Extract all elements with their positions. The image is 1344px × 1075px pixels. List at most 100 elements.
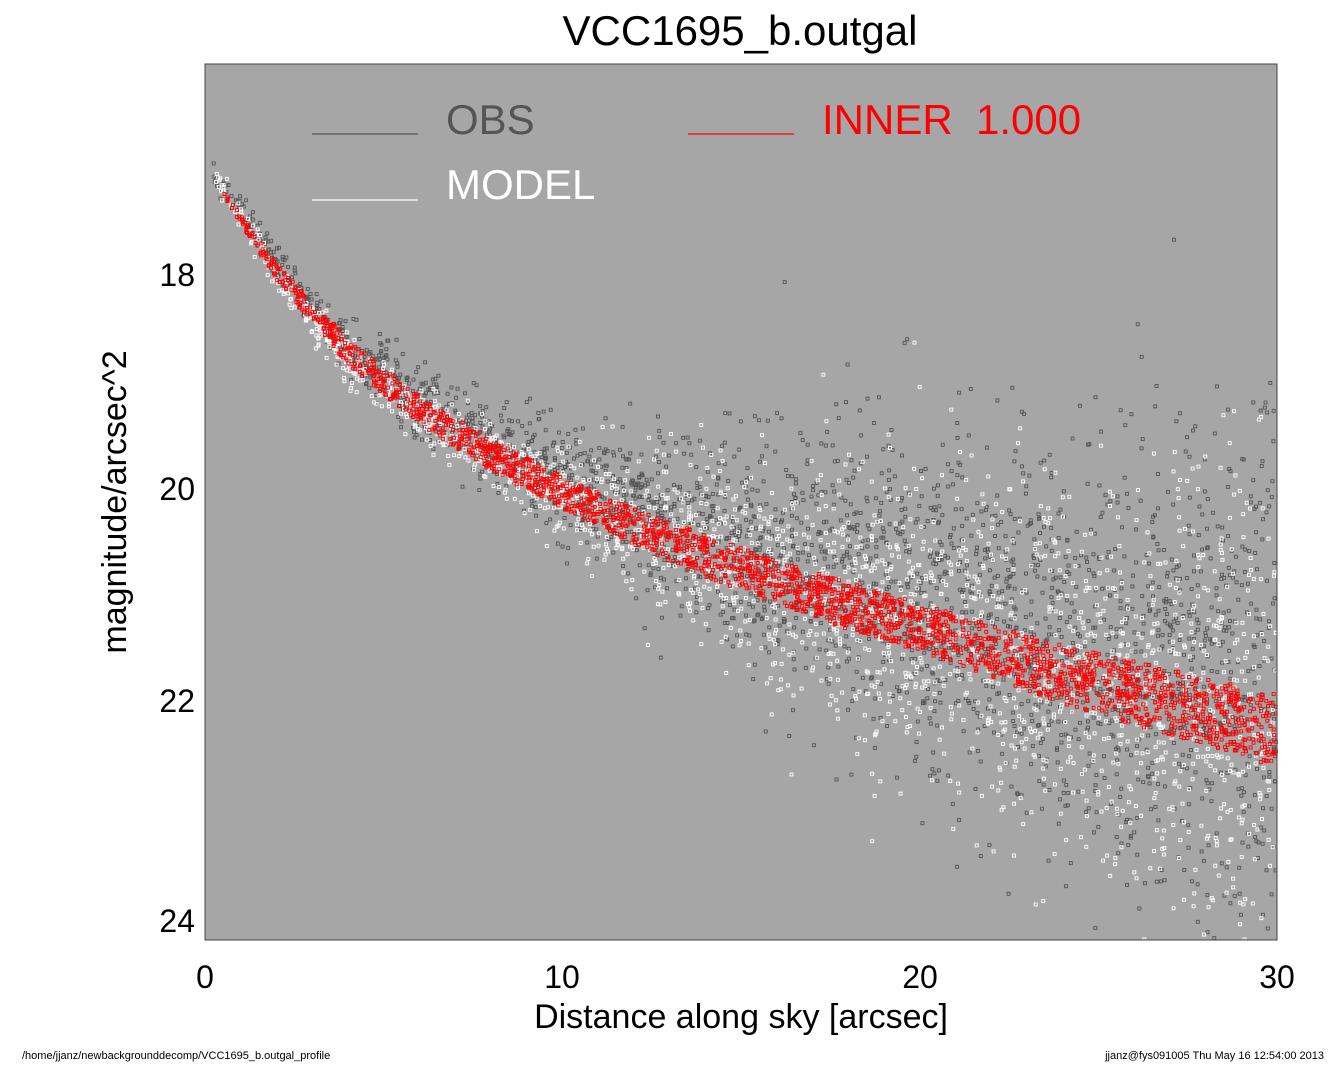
obs-point [960, 537, 965, 542]
obs-point [657, 435, 662, 440]
obs-point [629, 529, 634, 534]
obs-point [847, 481, 851, 485]
obs-point [748, 591, 753, 596]
model-point [1117, 570, 1122, 575]
obs-point [897, 688, 901, 693]
obs-point [973, 786, 978, 791]
obs-point [867, 561, 871, 566]
model-point [1119, 845, 1124, 850]
obs-point [877, 509, 882, 514]
model-point [947, 560, 951, 565]
model-point [874, 729, 879, 734]
model-point [733, 538, 738, 543]
obs-point [905, 585, 910, 590]
obs-point [636, 505, 641, 510]
model-point [1125, 739, 1130, 744]
obs-point [1226, 608, 1231, 613]
obs-point [620, 465, 625, 470]
obs-point [528, 396, 532, 401]
model-point [1259, 577, 1264, 582]
obs-point [648, 571, 653, 576]
obs-point [900, 519, 905, 524]
model-point [1020, 637, 1025, 642]
obs-point [1109, 732, 1114, 737]
model-point [898, 696, 903, 701]
obs-point [1122, 554, 1127, 559]
obs-point [865, 523, 870, 528]
model-point [666, 563, 671, 567]
model-point [1108, 489, 1112, 494]
model-point [1220, 772, 1225, 777]
obs-point [889, 579, 894, 584]
obs-point [1087, 442, 1092, 447]
obs-point [379, 349, 384, 353]
model-point [381, 360, 386, 365]
model-point [1021, 479, 1026, 484]
obs-point [818, 544, 823, 549]
obs-point [871, 421, 876, 425]
obs-point [839, 559, 844, 564]
model-point [710, 518, 715, 523]
obs-point [1064, 782, 1069, 787]
model-point [858, 574, 863, 579]
model-point [457, 454, 462, 459]
model-point [630, 578, 635, 582]
model-point [1213, 836, 1218, 840]
obs-point [922, 700, 927, 705]
obs-point [255, 223, 260, 228]
obs-point [822, 556, 827, 561]
obs-point [854, 669, 859, 674]
model-point [959, 615, 964, 620]
obs-point [1195, 627, 1200, 632]
obs-point [943, 569, 948, 574]
obs-point [1265, 578, 1269, 583]
obs-point [1114, 634, 1119, 639]
model-point [1073, 593, 1078, 598]
model-point [829, 621, 834, 626]
obs-point [651, 566, 656, 571]
model-point [355, 376, 360, 381]
model-point [1161, 770, 1166, 774]
model-point [214, 179, 218, 184]
obs-point [725, 620, 730, 625]
obs-point [622, 498, 627, 503]
model-point [1219, 806, 1224, 811]
obs-point [1044, 544, 1049, 549]
model-point [1231, 885, 1236, 890]
obs-point [800, 490, 805, 495]
model-point [652, 556, 657, 561]
model-point [971, 517, 976, 522]
obs-point [1209, 799, 1214, 804]
model-point [1116, 761, 1121, 766]
model-point [1099, 555, 1104, 560]
obs-point [1167, 599, 1172, 604]
obs-point [564, 450, 569, 455]
obs-point [530, 439, 534, 444]
obs-point [1220, 572, 1224, 577]
obs-point [968, 589, 973, 594]
obs-point [670, 564, 675, 569]
obs-point [1140, 631, 1145, 636]
obs-point [1139, 354, 1144, 359]
model-point [914, 671, 919, 675]
model-point [317, 328, 322, 333]
model-point [1265, 779, 1270, 784]
model-point [1110, 494, 1115, 499]
obs-point [533, 505, 538, 510]
obs-point [852, 468, 857, 473]
model-point [933, 538, 938, 543]
model-point [1053, 633, 1058, 637]
obs-point [544, 446, 549, 451]
obs-point [1049, 475, 1054, 480]
model-point [220, 198, 225, 203]
model-point [1241, 535, 1246, 540]
model-point [973, 649, 977, 654]
obs-point [928, 505, 933, 510]
model-point [956, 781, 961, 786]
obs-point [834, 402, 839, 407]
model-point [1167, 582, 1172, 587]
obs-point [1135, 744, 1139, 749]
obs-point [1098, 515, 1103, 520]
obs-point [556, 430, 561, 435]
obs-point [975, 545, 980, 550]
